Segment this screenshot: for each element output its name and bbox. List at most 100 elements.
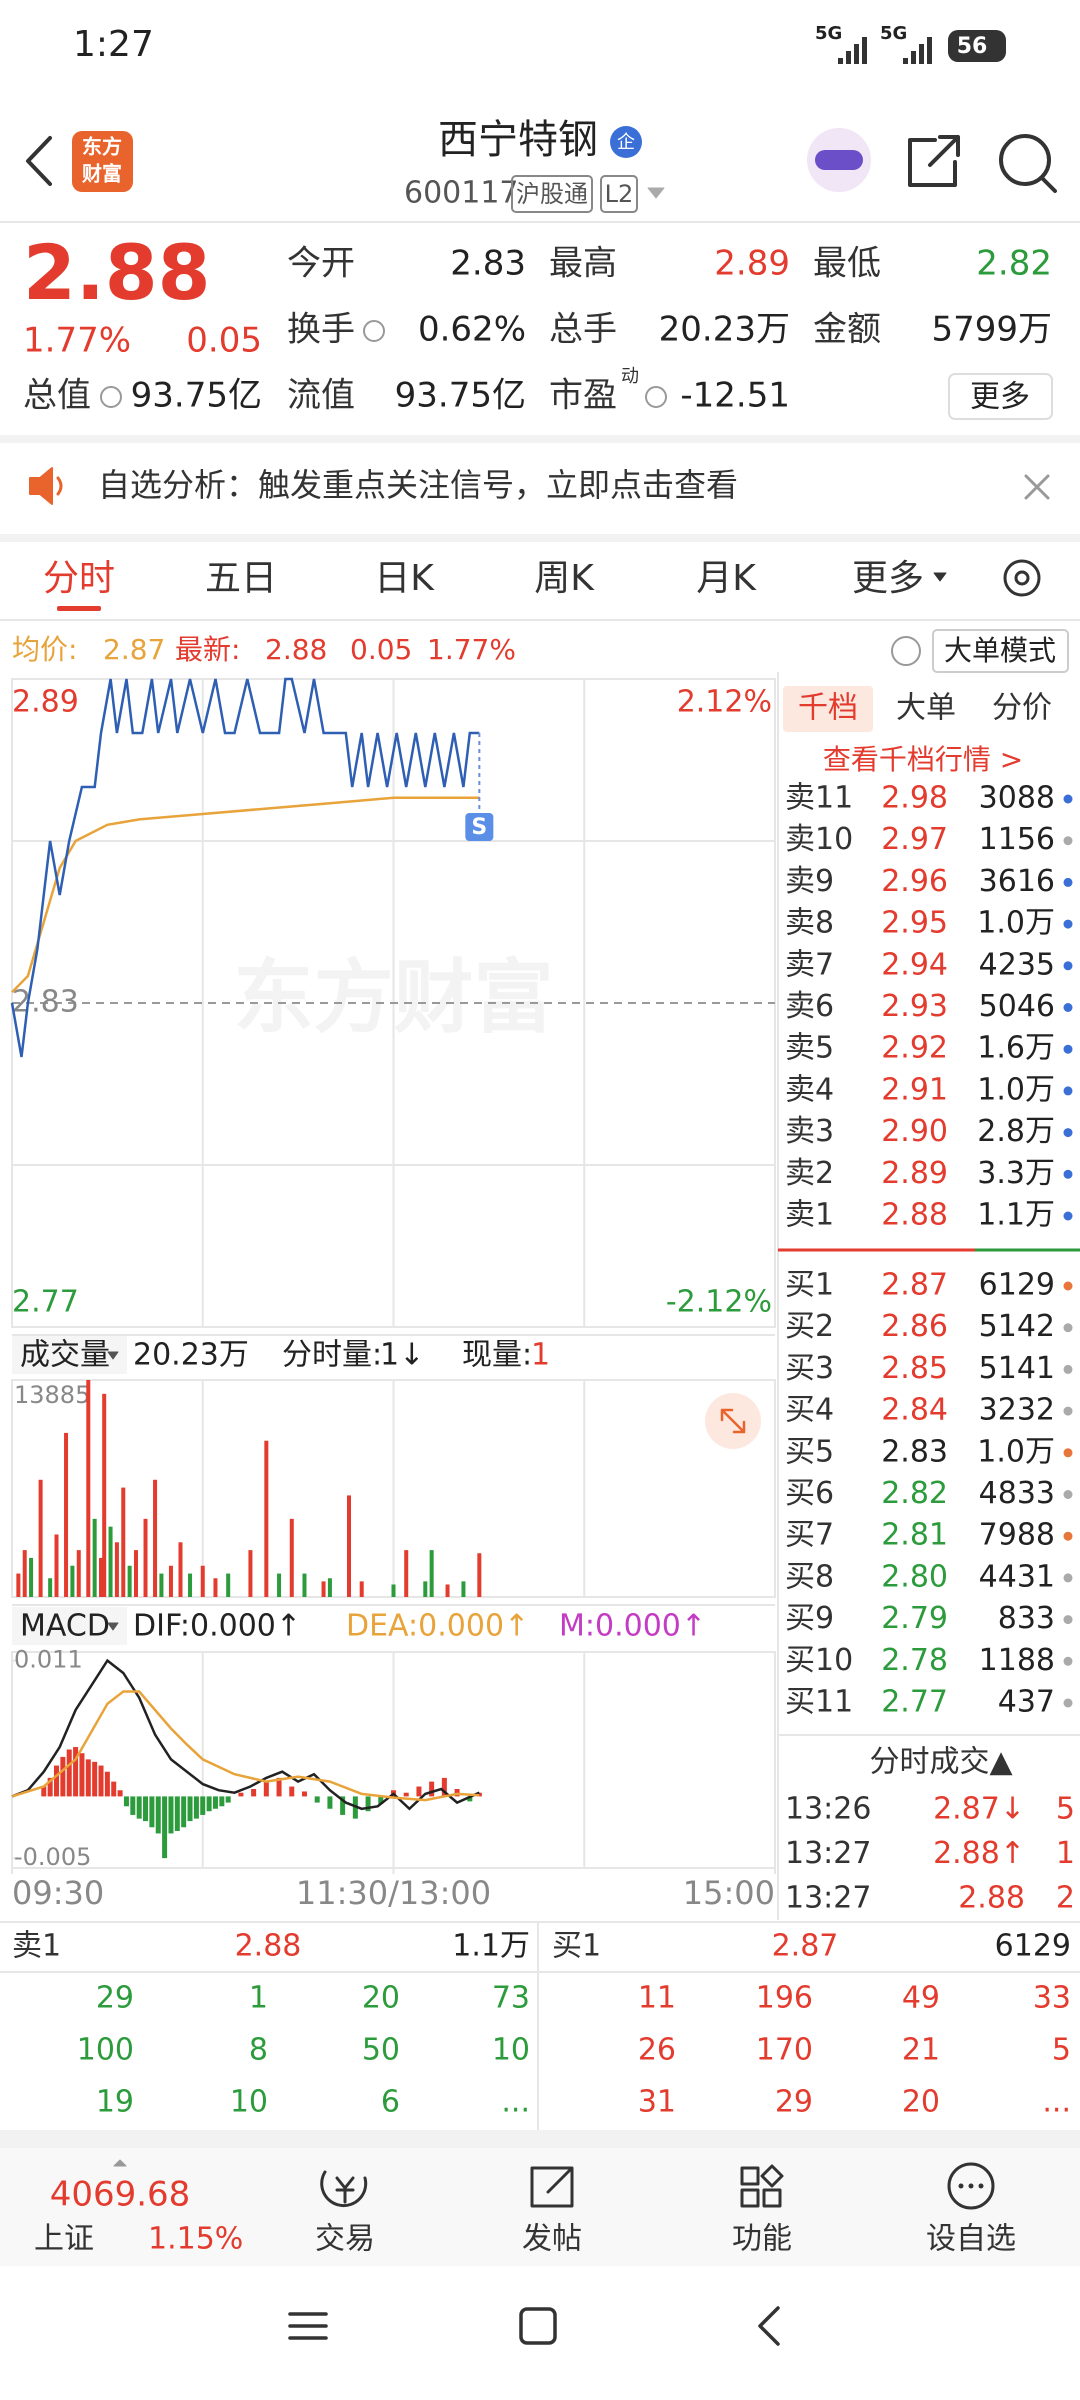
- book-volume: 1.6万: [977, 1031, 1055, 1066]
- settings-button[interactable]: [1003, 559, 1041, 597]
- tab[interactable]: 月K: [696, 558, 757, 599]
- index-value[interactable]: 4069.68: [50, 2175, 191, 2215]
- tab[interactable]: 分时: [43, 558, 115, 599]
- macd-line: [11, 1658, 480, 1811]
- tab[interactable]: 五日: [205, 558, 277, 599]
- macd-bar: [143, 1796, 149, 1822]
- volume-bar: [48, 1578, 53, 1597]
- macd-bar: [314, 1796, 320, 1803]
- close-button[interactable]: [1024, 474, 1050, 500]
- volume-value: 1↓: [380, 1338, 424, 1373]
- info-icon: [363, 320, 385, 342]
- field-label: 最高: [549, 244, 617, 284]
- index-change: 1.15%: [148, 2222, 243, 2257]
- volume-bar: [321, 1581, 326, 1597]
- trade-volume: 2: [1056, 1881, 1075, 1916]
- volume-bar: [289, 1518, 294, 1597]
- nav-item[interactable]: 设自选: [926, 2222, 1016, 2257]
- indicator-caret: [107, 1622, 119, 1631]
- queue-order: 31: [638, 2085, 676, 2120]
- book-label: 买6: [785, 1476, 834, 1511]
- price-line: [11, 796, 480, 994]
- badge: [610, 126, 642, 158]
- tab-indicator: [57, 606, 101, 611]
- back-button[interactable]: [26, 136, 52, 186]
- book-label: 买10: [785, 1643, 853, 1678]
- macd-bar: [251, 1789, 257, 1797]
- separator: [0, 534, 1080, 542]
- field-value: 2.83: [450, 244, 526, 284]
- queue-order: 20: [362, 1981, 400, 2016]
- macd-bar: [47, 1777, 53, 1797]
- book-price: 2.82: [881, 1476, 948, 1511]
- book-price: 2.89: [881, 1156, 948, 1191]
- search-icon: [999, 134, 1051, 186]
- volume-bar: [127, 1565, 132, 1597]
- tab[interactable]: 日K: [374, 558, 435, 599]
- field-value: 2.89: [714, 244, 790, 284]
- tab[interactable]: 周K: [534, 558, 595, 599]
- speaker-wave: [56, 476, 63, 496]
- y2-tick-label: -2.12%: [666, 1285, 772, 1320]
- volume-bar: [302, 1573, 307, 1597]
- field-value: 5799万: [931, 310, 1052, 350]
- book-tab[interactable]: 分价: [992, 691, 1052, 726]
- queue-order: 26: [638, 2033, 676, 2068]
- book-volume: 1.1万: [977, 1198, 1055, 1233]
- volume-total: 20.23万: [133, 1338, 249, 1373]
- trades-title[interactable]: 分时成交▲: [869, 1745, 1012, 1780]
- mode-button[interactable]: 大单模式: [944, 634, 1056, 667]
- field-label: 金额: [813, 310, 881, 350]
- volume-bar: [64, 1432, 69, 1597]
- macd-bar: [327, 1796, 333, 1809]
- search-button[interactable]: [1040, 176, 1057, 193]
- share-button[interactable]: [908, 135, 960, 187]
- banner-text[interactable]: 自选分析：触发重点关注信号，立即点击查看: [98, 466, 738, 504]
- queue-order: 5: [1052, 2033, 1071, 2068]
- brand-logo: [72, 131, 133, 192]
- indicator-name[interactable]: MACD: [20, 1609, 110, 1644]
- queue-volume: 6129: [995, 1929, 1071, 1964]
- field-value: 93.75亿: [395, 376, 526, 416]
- macd-bar: [98, 1765, 104, 1797]
- volume-bar: [38, 1479, 43, 1597]
- dropdown[interactable]: [647, 187, 665, 199]
- nav-item[interactable]: 发帖: [522, 2222, 582, 2257]
- book-price: 2.85: [881, 1351, 948, 1386]
- book-volume: 4833: [979, 1476, 1055, 1511]
- volume-label: 现量:: [462, 1338, 532, 1373]
- book-dot: [1063, 1003, 1073, 1012]
- signal-bar: [927, 37, 932, 64]
- macd-bar: [340, 1796, 346, 1815]
- volume-bar: [346, 1495, 351, 1597]
- book-tab[interactable]: 大单: [896, 691, 956, 726]
- trade-icon: [320, 2170, 368, 2208]
- signal-bar: [911, 51, 916, 64]
- indicator-name[interactable]: 成交量: [20, 1338, 110, 1373]
- macd-bar: [73, 1747, 79, 1797]
- book-label: 卖11: [785, 781, 853, 816]
- book-volume: 1.0万: [977, 1072, 1055, 1107]
- book-link[interactable]: 查看千档行情 >: [823, 743, 1023, 776]
- more-button[interactable]: 更多: [970, 380, 1030, 415]
- macd-label: M:0.000↑: [559, 1609, 706, 1644]
- trade-volume: 5: [1056, 1792, 1075, 1827]
- book-volume: 1156: [979, 822, 1055, 857]
- menu-button[interactable]: [288, 2312, 328, 2340]
- nav-item[interactable]: 功能: [732, 2222, 792, 2257]
- back-nav-button[interactable]: [758, 2306, 780, 2346]
- nav-item[interactable]: 交易: [315, 2222, 375, 2257]
- book-volume: 4235: [979, 947, 1055, 982]
- function-icon: [740, 2164, 784, 2208]
- battery: [948, 30, 1006, 62]
- separator: [0, 2130, 1080, 2148]
- field-label: 今开: [287, 244, 355, 284]
- book-dot: [1063, 1615, 1073, 1625]
- settings-icon: [1014, 570, 1030, 586]
- book-tab[interactable]: 千档: [798, 691, 858, 726]
- tab[interactable]: 更多: [852, 558, 924, 599]
- book-label: 买5: [785, 1434, 834, 1469]
- home-button: [519, 2307, 557, 2345]
- macd-bar: [155, 1796, 161, 1834]
